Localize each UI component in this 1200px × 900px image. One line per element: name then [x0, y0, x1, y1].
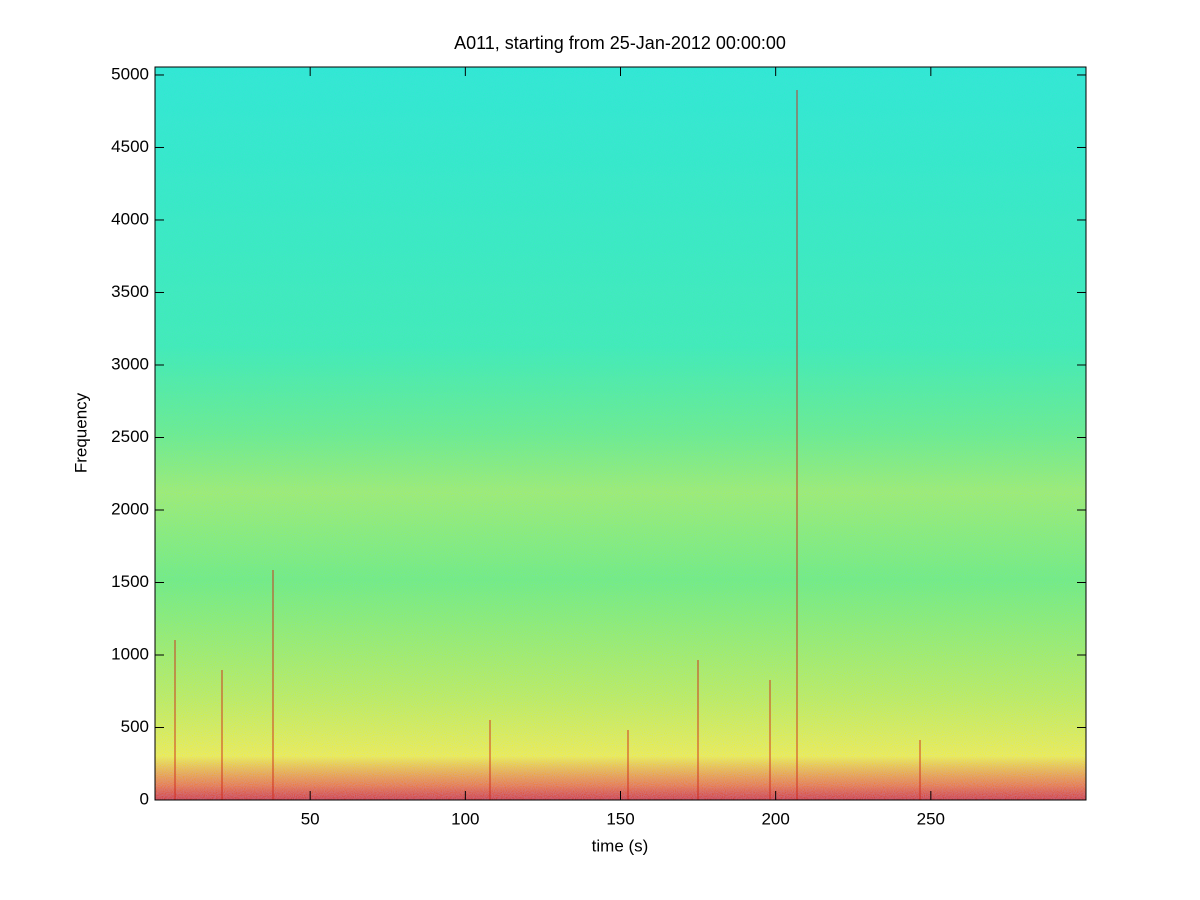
y-tick-label: 1500 [111, 572, 149, 591]
y-tick-label: 3000 [111, 354, 149, 373]
y-tick-label: 2000 [111, 499, 149, 518]
x-tick-label: 150 [606, 809, 634, 828]
y-tick-label: 1000 [111, 644, 149, 663]
y-tick-label: 3500 [111, 282, 149, 301]
y-tick-label: 0 [140, 789, 149, 808]
y-tick-label: 5000 [111, 64, 149, 83]
y-tick-label: 500 [121, 717, 149, 736]
spectrogram-image [155, 67, 1086, 800]
x-tick-label: 200 [761, 809, 789, 828]
y-tick-label: 2500 [111, 427, 149, 446]
y-axis-label: Frequency [71, 392, 90, 473]
y-tick-label: 4500 [111, 137, 149, 156]
x-tick-label: 50 [301, 809, 320, 828]
x-tick-label: 100 [451, 809, 479, 828]
chart-title: A011, starting from 25-Jan-2012 00:00:00 [454, 33, 786, 53]
y-tick-label: 4000 [111, 209, 149, 228]
x-axis-label: time (s) [592, 836, 649, 855]
x-tick-label: 250 [917, 809, 945, 828]
